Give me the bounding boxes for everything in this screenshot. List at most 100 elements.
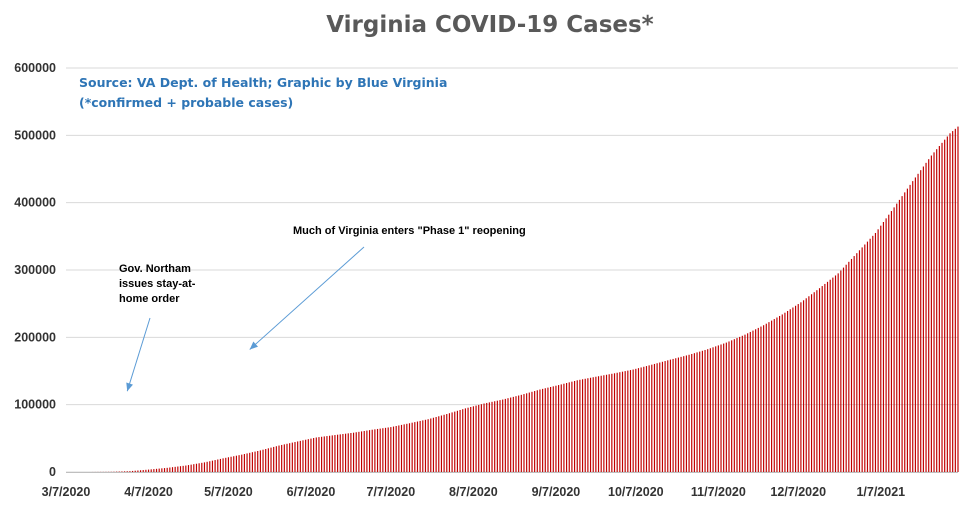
bar	[289, 443, 291, 472]
bar	[608, 374, 610, 472]
bar	[126, 471, 128, 472]
bar	[318, 437, 320, 472]
bar	[675, 358, 677, 472]
bar	[912, 181, 914, 472]
bar	[592, 377, 594, 472]
bar	[872, 235, 874, 472]
bar	[198, 463, 200, 472]
bar	[161, 468, 163, 472]
bar	[677, 357, 679, 472]
bar	[155, 468, 158, 472]
bar	[462, 409, 464, 472]
bar	[685, 355, 687, 472]
bar	[664, 361, 666, 472]
bar	[131, 470, 134, 472]
bar	[701, 350, 703, 472]
bar	[270, 447, 272, 472]
bar	[832, 277, 834, 472]
bar	[616, 372, 618, 472]
bar	[661, 361, 664, 472]
bar	[504, 398, 506, 472]
bar	[858, 250, 861, 472]
bar	[715, 346, 717, 472]
bar	[206, 461, 208, 472]
bar	[898, 199, 901, 472]
bar	[171, 467, 174, 472]
bar	[861, 247, 863, 472]
bar	[158, 468, 160, 472]
bar	[773, 319, 775, 472]
bar	[499, 400, 501, 472]
bar	[805, 298, 807, 472]
bar	[163, 468, 166, 472]
bar	[704, 349, 706, 472]
bar	[139, 470, 142, 472]
bar	[331, 435, 333, 472]
bar	[211, 460, 214, 472]
bar	[339, 434, 341, 472]
bar	[917, 173, 919, 472]
bar	[480, 404, 482, 472]
bar	[201, 462, 203, 472]
bar	[744, 334, 746, 472]
bar	[366, 430, 368, 472]
bar	[810, 294, 813, 472]
bar	[222, 458, 224, 472]
bar	[145, 469, 147, 472]
bar	[712, 347, 714, 472]
bar	[451, 412, 453, 472]
bar	[203, 462, 206, 472]
bar	[747, 333, 749, 472]
source-note: Source: VA Dept. of Health; Graphic by B…	[79, 75, 447, 90]
bar	[345, 433, 347, 472]
bar	[142, 470, 144, 472]
bar	[225, 457, 227, 472]
annotation-arrowhead	[126, 382, 133, 392]
bar	[350, 433, 352, 472]
bar	[725, 342, 727, 472]
bar	[313, 438, 315, 472]
bar	[856, 253, 858, 472]
y-tick-label: 400000	[14, 196, 56, 210]
bar	[299, 440, 301, 472]
bar	[643, 366, 645, 472]
bar	[693, 353, 695, 472]
bar	[728, 341, 730, 472]
bar	[153, 469, 155, 472]
bar	[134, 470, 136, 472]
bar	[896, 203, 898, 472]
bar	[683, 356, 685, 472]
x-tick-label: 1/7/2021	[856, 485, 905, 499]
bar	[600, 375, 602, 472]
bar	[512, 396, 514, 472]
bar	[560, 384, 562, 472]
bar	[834, 275, 837, 472]
bar	[864, 244, 866, 472]
bar	[688, 354, 690, 472]
bar	[502, 399, 504, 472]
annotations: Gov. Northam issues stay-at-home order Muc…	[119, 225, 526, 392]
bar	[243, 454, 245, 472]
bar	[800, 302, 802, 472]
bar	[456, 410, 458, 472]
bar	[374, 429, 376, 472]
bar	[909, 184, 911, 472]
bar	[954, 128, 956, 472]
bar	[717, 345, 719, 472]
bar	[454, 411, 456, 472]
bar	[166, 467, 168, 472]
bar	[779, 315, 781, 472]
bar	[563, 383, 565, 472]
bar	[619, 372, 621, 472]
bar	[520, 394, 522, 472]
x-tick-label: 3/7/2020	[42, 485, 91, 499]
bar	[392, 426, 395, 472]
bar	[419, 420, 421, 472]
bar	[853, 256, 855, 472]
bar	[603, 375, 605, 472]
bar	[515, 396, 517, 472]
annotation-text: issues stay-at-	[119, 278, 196, 290]
bar	[925, 162, 927, 472]
bar	[877, 229, 879, 472]
bar	[334, 435, 336, 472]
